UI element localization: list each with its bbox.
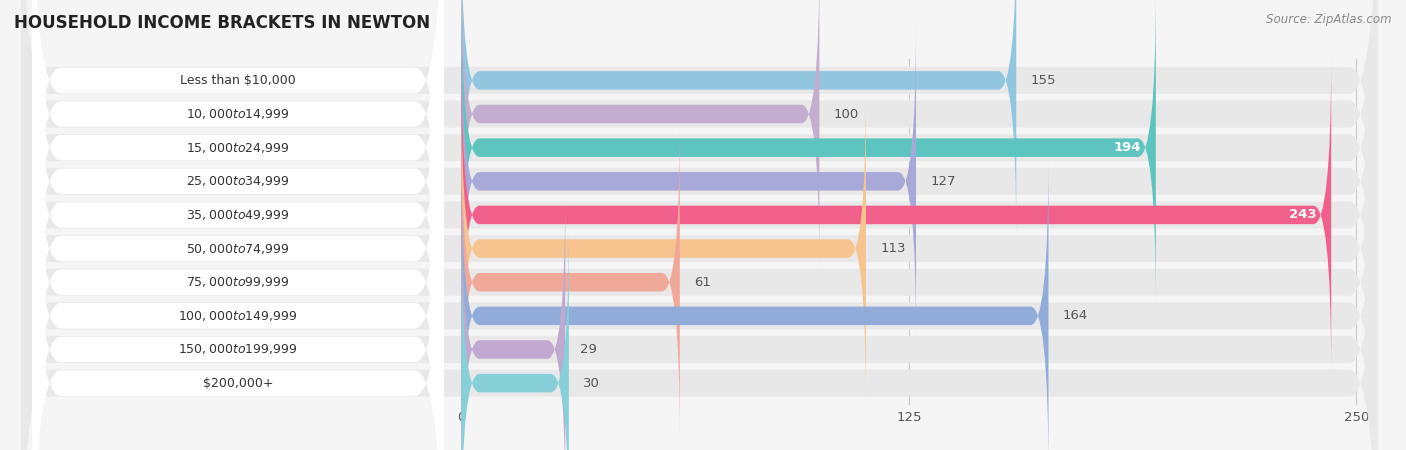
- Text: 29: 29: [579, 343, 596, 356]
- FancyBboxPatch shape: [461, 157, 1049, 450]
- FancyBboxPatch shape: [32, 0, 443, 438]
- FancyBboxPatch shape: [461, 0, 1017, 239]
- FancyBboxPatch shape: [21, 94, 1378, 450]
- FancyBboxPatch shape: [461, 90, 866, 408]
- Text: Less than $10,000: Less than $10,000: [180, 74, 295, 87]
- Text: $35,000 to $49,999: $35,000 to $49,999: [186, 208, 290, 222]
- Text: $100,000 to $149,999: $100,000 to $149,999: [179, 309, 298, 323]
- FancyBboxPatch shape: [32, 0, 443, 370]
- FancyBboxPatch shape: [32, 0, 443, 337]
- Text: 155: 155: [1031, 74, 1056, 87]
- Text: $25,000 to $34,999: $25,000 to $34,999: [186, 174, 290, 188]
- Text: $50,000 to $74,999: $50,000 to $74,999: [186, 242, 290, 256]
- FancyBboxPatch shape: [461, 190, 565, 450]
- Text: 113: 113: [880, 242, 905, 255]
- Text: 61: 61: [695, 276, 711, 289]
- FancyBboxPatch shape: [461, 56, 1331, 374]
- FancyBboxPatch shape: [461, 0, 820, 273]
- FancyBboxPatch shape: [32, 59, 443, 450]
- Text: Source: ZipAtlas.com: Source: ZipAtlas.com: [1267, 14, 1392, 27]
- Text: 243: 243: [1289, 208, 1317, 221]
- FancyBboxPatch shape: [461, 224, 569, 450]
- Text: $75,000 to $99,999: $75,000 to $99,999: [186, 275, 290, 289]
- FancyBboxPatch shape: [32, 127, 443, 450]
- FancyBboxPatch shape: [32, 0, 443, 450]
- Text: 127: 127: [931, 175, 956, 188]
- FancyBboxPatch shape: [21, 60, 1378, 450]
- FancyBboxPatch shape: [32, 26, 443, 450]
- FancyBboxPatch shape: [21, 0, 1378, 450]
- Text: $10,000 to $14,999: $10,000 to $14,999: [186, 107, 290, 121]
- FancyBboxPatch shape: [461, 0, 1156, 306]
- FancyBboxPatch shape: [21, 27, 1378, 450]
- FancyBboxPatch shape: [21, 0, 1378, 336]
- FancyBboxPatch shape: [21, 0, 1378, 403]
- FancyBboxPatch shape: [21, 0, 1378, 437]
- Text: $150,000 to $199,999: $150,000 to $199,999: [179, 342, 298, 356]
- Text: 100: 100: [834, 108, 859, 121]
- Text: 164: 164: [1063, 309, 1088, 322]
- FancyBboxPatch shape: [21, 127, 1378, 450]
- Text: $200,000+: $200,000+: [202, 377, 273, 390]
- Text: HOUSEHOLD INCOME BRACKETS IN NEWTON: HOUSEHOLD INCOME BRACKETS IN NEWTON: [14, 14, 430, 32]
- FancyBboxPatch shape: [461, 22, 917, 340]
- FancyBboxPatch shape: [32, 0, 443, 450]
- FancyBboxPatch shape: [21, 0, 1378, 450]
- Text: 194: 194: [1114, 141, 1142, 154]
- FancyBboxPatch shape: [32, 93, 443, 450]
- FancyBboxPatch shape: [461, 123, 679, 441]
- FancyBboxPatch shape: [21, 0, 1378, 370]
- Text: 30: 30: [583, 377, 600, 390]
- FancyBboxPatch shape: [32, 0, 443, 404]
- Text: $15,000 to $24,999: $15,000 to $24,999: [186, 141, 290, 155]
